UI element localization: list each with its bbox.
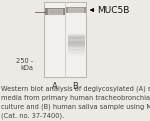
Text: media from primary human tracheobronchial epithelial: media from primary human tracheobronchia…: [1, 95, 150, 101]
Text: MUC5B: MUC5B: [97, 6, 129, 15]
Text: A: A: [52, 82, 57, 91]
Text: 250 -
kDa: 250 - kDa: [16, 58, 34, 71]
Text: (Cat. no. 37-7400).: (Cat. no. 37-7400).: [1, 112, 64, 119]
Bar: [44, 2, 86, 77]
Text: Western blot analysis of deglycosylated (A) secreted: Western blot analysis of deglycosylated …: [1, 86, 150, 92]
Text: B: B: [72, 82, 78, 91]
Bar: [45, 8, 65, 15]
Text: culture and (B) human saliva sample using Ms anti-MUC5B: culture and (B) human saliva sample usin…: [1, 103, 150, 110]
Bar: [66, 7, 86, 13]
